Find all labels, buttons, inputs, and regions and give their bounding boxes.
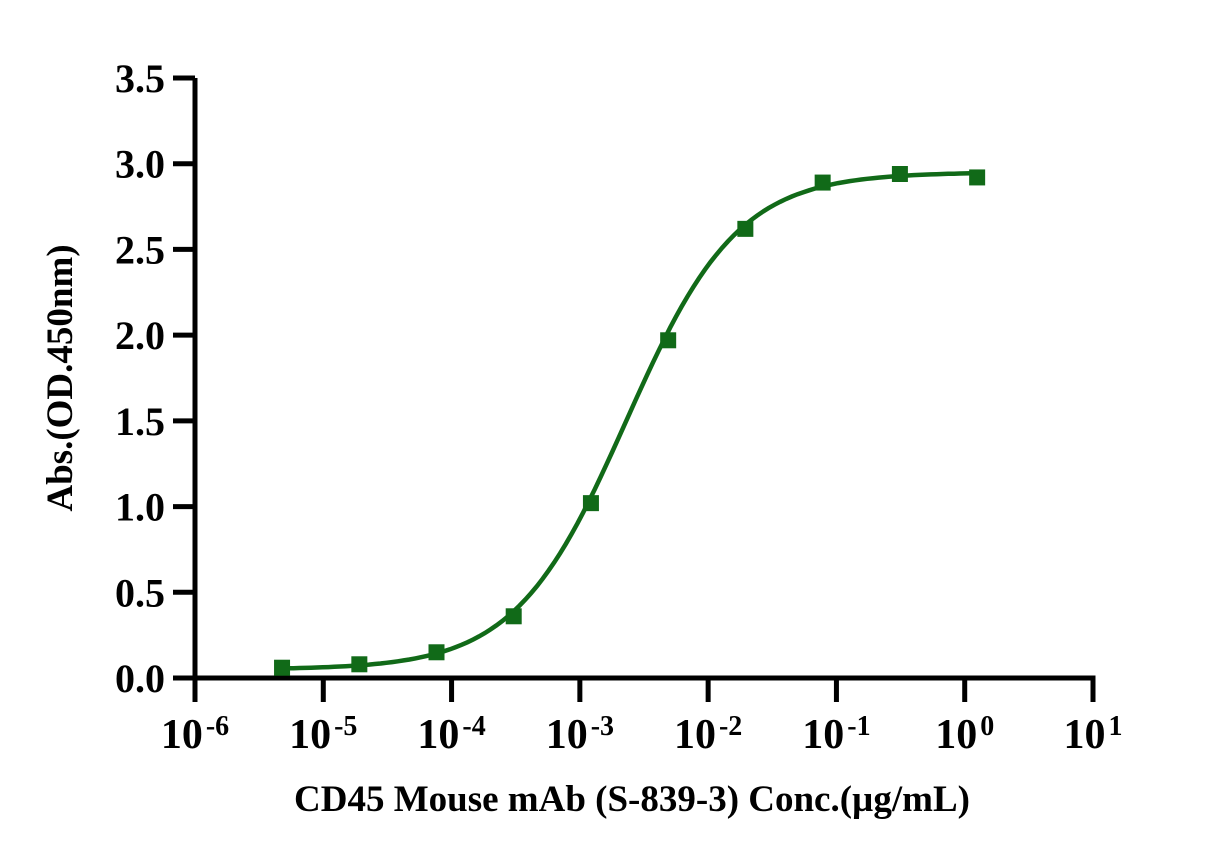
x-axis-title: CD45 Mouse mAb (S-839-3) Conc.(µg/mL) <box>294 779 970 820</box>
y-tick-label: 0.5 <box>115 570 165 615</box>
y-tick-label: 1.5 <box>115 399 165 444</box>
data-point-marker <box>891 166 908 182</box>
x-tick-label: 10 -2 <box>674 711 742 758</box>
data-point-marker <box>660 332 677 349</box>
data-point-marker <box>505 608 522 625</box>
data-point-marker <box>274 659 291 676</box>
y-tick-label: 2.0 <box>115 313 165 358</box>
x-tick-label: 10 1 <box>1063 711 1122 758</box>
data-series <box>274 166 986 676</box>
series-curve <box>279 170 980 671</box>
y-tick-label: 2.5 <box>115 227 165 272</box>
y-tick-label: 1.0 <box>115 485 165 530</box>
y-axis-title: Abs.(OD.450nm) <box>40 244 81 511</box>
y-tick-label: 3.0 <box>115 142 165 187</box>
x-tick-label: 10 -1 <box>802 711 870 758</box>
data-point-marker <box>737 220 754 237</box>
x-tick-label: 10 0 <box>935 711 994 758</box>
x-tick-label: 10 -3 <box>546 711 614 758</box>
x-tick-label: 10 -5 <box>289 711 357 758</box>
y-tick-label: 0.0 <box>115 656 165 701</box>
data-point-marker <box>969 169 986 186</box>
data-point-marker <box>351 656 368 673</box>
data-point-marker <box>428 644 445 661</box>
x-tick-label: 10 -4 <box>417 711 485 758</box>
x-tick-label: 10 -6 <box>161 711 229 758</box>
data-point-marker <box>814 174 831 191</box>
axes: 0.0 0.5 1.0 1.5 2.0 2.5 3.0 3.5 10 -6 10 -5 10 -4 10 -3… <box>115 56 1122 758</box>
y-tick-label: 3.5 <box>115 56 165 101</box>
data-point-marker <box>582 495 599 512</box>
